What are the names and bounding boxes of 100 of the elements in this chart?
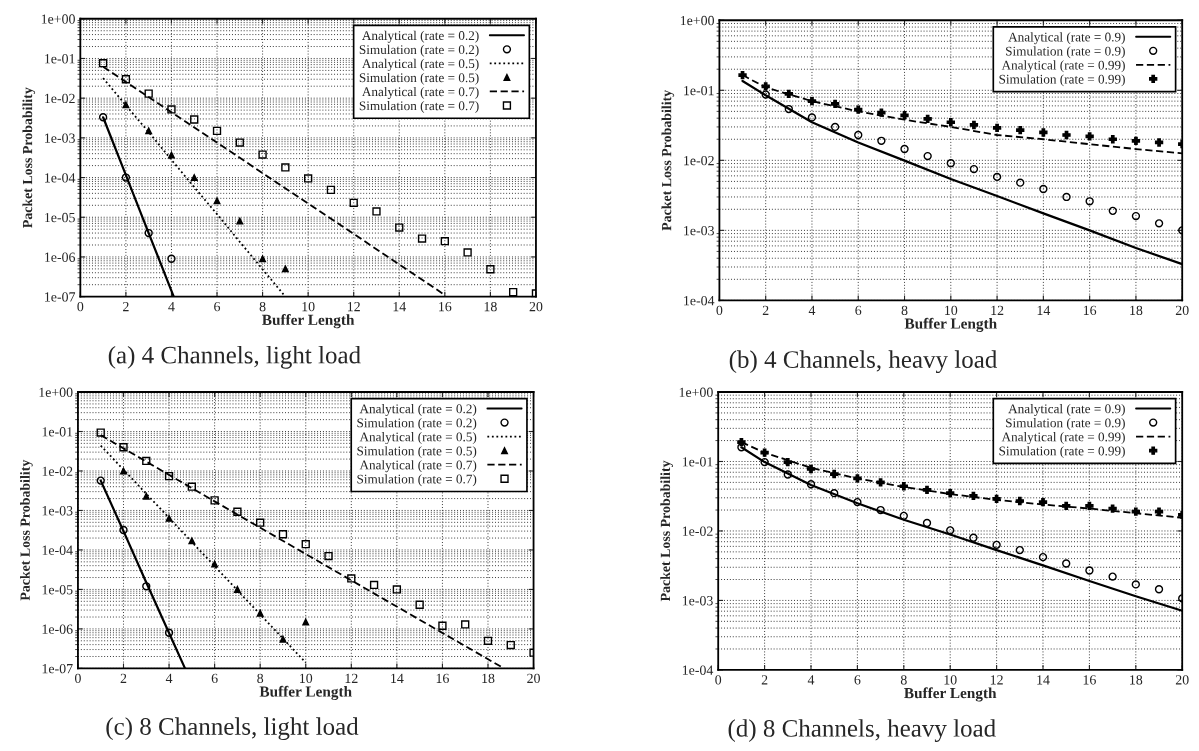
point (900, 111, 909, 120)
point (1062, 559, 1071, 568)
point (164, 471, 174, 481)
point (144, 89, 153, 98)
point (1154, 138, 1164, 147)
point (392, 585, 402, 594)
point (213, 197, 221, 205)
y-tick-label: 1e-01 (45, 54, 75, 64)
point (854, 130, 863, 140)
y-axis-title: Packet Loss Probability (20, 459, 33, 601)
point (830, 469, 839, 479)
y-tick-label: 1e-04 (45, 173, 76, 183)
point (783, 470, 792, 479)
point (236, 217, 244, 225)
y-tick-label: 1e-01 (684, 85, 714, 96)
point (946, 118, 955, 127)
point (301, 540, 310, 549)
legend-label: Simulation (rate = 0.9) (1006, 418, 1125, 431)
text: (c) 8 Channels, light load (106, 717, 359, 741)
point (302, 618, 310, 626)
y-tick-label: 1e-03 (684, 225, 714, 236)
point (1154, 219, 1164, 228)
point (415, 600, 424, 609)
y-tick-label: 1e-03 (682, 596, 713, 606)
y-axis-title: Packet Loss Probability (661, 89, 675, 231)
x-tick-label: 16 (1083, 675, 1096, 685)
y-tick-label: 1e-02 (682, 526, 713, 536)
point (946, 159, 955, 168)
legend-label: Simulation (rate = 0.2) (359, 44, 479, 57)
y-tick-label: 1e-05 (42, 585, 73, 595)
point (992, 540, 1001, 550)
point (761, 82, 770, 91)
point (167, 105, 176, 114)
point (1016, 178, 1025, 187)
point (509, 287, 518, 297)
point (142, 582, 151, 591)
text: (b) 4 Channels, heavy load (729, 350, 998, 374)
point (830, 122, 840, 132)
point (372, 207, 381, 216)
point (1038, 497, 1048, 507)
point (923, 114, 932, 124)
point (1062, 192, 1071, 202)
x-tick-label: 20 (527, 673, 540, 684)
y-tick-label: 1e-07 (42, 663, 73, 674)
point (1039, 184, 1048, 194)
x-tick-label: 8 (259, 301, 266, 312)
legend-label: Analytical (rate = 0.2) (359, 403, 477, 416)
point (96, 476, 105, 485)
point (738, 70, 747, 80)
legend-label: Analytical (rate = 0.9) (1008, 32, 1125, 45)
point (876, 505, 885, 515)
point (1016, 125, 1025, 135)
point (1062, 501, 1071, 510)
point (122, 101, 130, 109)
point (281, 265, 289, 273)
point (1015, 545, 1024, 555)
x-tick-label: 2 (761, 675, 768, 685)
y-tick-label: 1e-01 (682, 457, 713, 467)
x-tick-label: 18 (1130, 305, 1143, 316)
x-tick-label: 4 (808, 305, 816, 315)
point (96, 428, 105, 437)
x-tick-label: 0 (77, 301, 84, 312)
point (142, 456, 151, 466)
legend-label: Analytical (rate = 0.5) (362, 58, 479, 71)
point (969, 491, 978, 501)
y-axis-title: Packet Loss Probability (660, 460, 673, 602)
legend-label: Simulation (rate = 0.7) (359, 100, 479, 113)
legend-label: Analytical (rate = 0.2) (362, 30, 479, 43)
x-tick-label: 8 (900, 675, 907, 685)
point (347, 574, 356, 583)
point (761, 90, 770, 99)
x-tick-label: 12 (991, 305, 1004, 315)
point (899, 511, 908, 521)
point (279, 635, 287, 643)
legend-label: Simulation (rate = 0.5) (357, 446, 477, 459)
point (506, 640, 515, 650)
x-tick-label: 12 (347, 301, 360, 312)
point (969, 164, 979, 174)
x-axis-title: Buffer Length (262, 314, 355, 329)
x-tick-label: 8 (257, 673, 264, 684)
x-tick-label: 14 (391, 673, 404, 683)
point (278, 530, 288, 539)
legend-label: Analytical (rate = 0.99) (1001, 60, 1125, 73)
point (807, 113, 817, 122)
y-tick-label: 1e-03 (42, 506, 73, 516)
x-tick-label: 2 (762, 305, 769, 315)
point (1108, 572, 1117, 581)
x-tick-label: 10 (945, 305, 958, 316)
point (992, 172, 1002, 182)
point (737, 437, 746, 447)
point (121, 173, 131, 182)
y-tick-label: 1e-01 (42, 427, 73, 437)
y-tick-label: 1e+00 (41, 14, 75, 24)
point (281, 163, 290, 172)
x-tick-label: 18 (1130, 675, 1143, 685)
point (784, 89, 793, 99)
point (167, 254, 176, 263)
legend-label: Simulation (rate = 0.2) (357, 418, 477, 431)
point (187, 482, 197, 491)
point (145, 127, 153, 135)
